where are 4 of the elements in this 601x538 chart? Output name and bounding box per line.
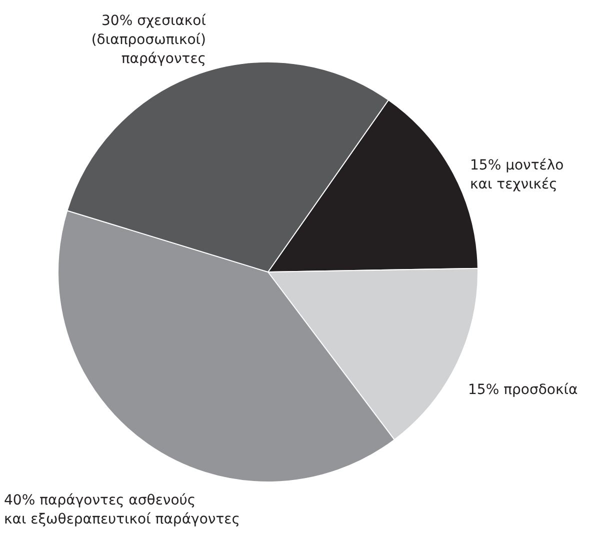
slice-label: 40% παράγοντες ασθενούς και εξωθεραπευτικοί παράγοντες (4, 492, 240, 528)
slice-label: 15% μοντέλο και τεχνικές (470, 158, 564, 192)
slice-label: 15% προσδοκία (468, 382, 578, 398)
slice-label: 30% σχεσιακοί (διαπροσωπικοί) παράγοντες (91, 13, 206, 67)
